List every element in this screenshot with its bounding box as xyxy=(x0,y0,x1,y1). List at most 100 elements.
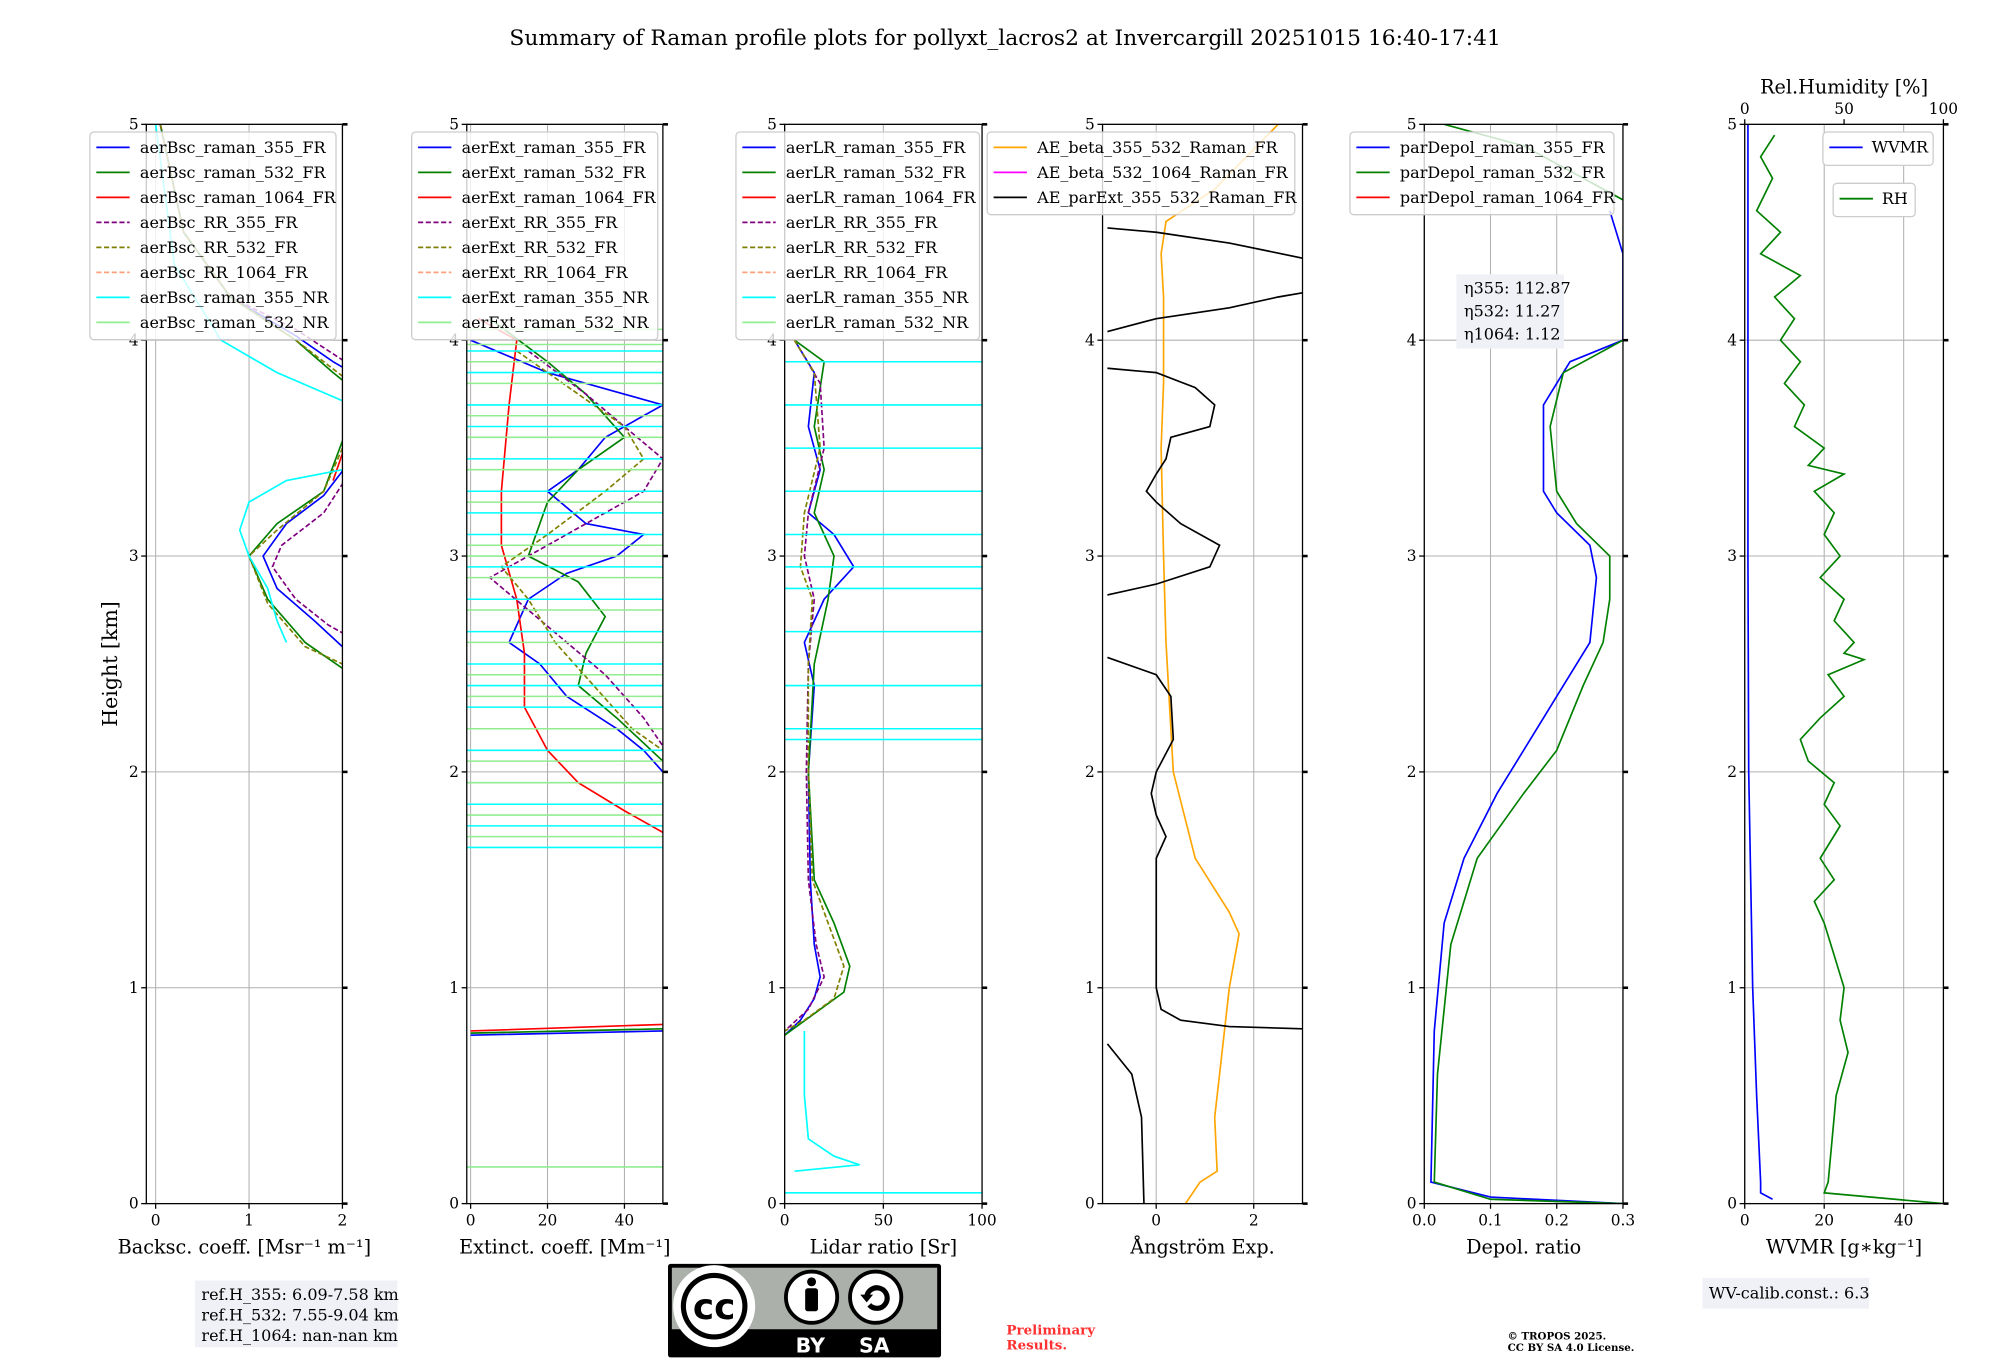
legend-box xyxy=(89,131,337,341)
series-group xyxy=(784,339,983,1194)
x-tick-label: 0.3 xyxy=(1611,1211,1635,1229)
axes-frame xyxy=(1101,123,1304,1205)
series-line-AE_parExt_355_532_Raman_FR xyxy=(1106,227,1303,1204)
cc-by-sa-license-logo: cc BY SA xyxy=(668,1263,942,1358)
y-tick-label: 1 xyxy=(1727,979,1737,997)
wv-calibration-box: WV-calib.const.: 6.3 xyxy=(1702,1277,1870,1309)
legend-label: AE_beta_532_1064_Raman_FR xyxy=(1036,163,1288,182)
series-line-RH xyxy=(1755,134,1944,1204)
y-tick-label: 0 xyxy=(1727,1195,1737,1213)
legend-label: aerExt_raman_532_NR xyxy=(462,313,650,332)
y-tick-label: 5 xyxy=(1085,115,1095,133)
y-tick-label: 1 xyxy=(767,979,777,997)
series-line-WVMR xyxy=(1747,124,1773,1200)
legend-box xyxy=(1349,131,1615,216)
legend-label: aerBsc_raman_532_NR xyxy=(140,313,330,332)
x-tick-label: 2 xyxy=(338,1211,348,1229)
y-tick-label: 0 xyxy=(767,1195,777,1213)
series-group xyxy=(1747,124,1944,1204)
x-tick-label: 0 xyxy=(466,1211,476,1229)
x-tick-label: 1 xyxy=(244,1211,254,1229)
legend-label: parDepol_raman_355_FR xyxy=(1400,138,1606,157)
x-tick-label: 0.1 xyxy=(1478,1211,1502,1229)
axes-frame xyxy=(1423,123,1624,1205)
legend-label: aerExt_raman_532_FR xyxy=(462,163,647,182)
y-tick-label: 4 xyxy=(1085,331,1095,349)
y-tick-label: 5 xyxy=(1727,115,1737,133)
legend-label: aerLR_raman_1064_FR xyxy=(786,188,977,207)
legend-box xyxy=(1822,131,1934,166)
eta-1064: η1064: 1.12 xyxy=(1464,325,1561,344)
legend-label: RH xyxy=(1882,189,1908,208)
legend-label: aerLR_RR_532_FR xyxy=(786,238,938,257)
y-tick-label: 1 xyxy=(1407,979,1417,997)
legend-label: parDepol_raman_532_FR xyxy=(1400,163,1606,182)
legend-box xyxy=(411,131,659,341)
series-line-aerExt_raman_355_FR xyxy=(470,339,663,1037)
profile-panels: 012012345Backsc. coeff. [Msr⁻¹ m⁻¹]aerBs… xyxy=(89,76,1958,1259)
y-tick-label: 0 xyxy=(1407,1195,1417,1213)
series-line-parDepol_raman_355_FR xyxy=(1430,210,1623,1204)
series-group xyxy=(1106,124,1303,1204)
eta-532: η532: 11.27 xyxy=(1464,302,1561,321)
legend-label: aerExt_raman_355_FR xyxy=(462,138,647,157)
series-group xyxy=(466,317,663,1168)
x-tick-label: 20 xyxy=(538,1211,558,1229)
y-tick-label: 1 xyxy=(1085,979,1095,997)
legend-label: aerLR_raman_355_FR xyxy=(786,138,966,157)
x-tick-label: 50 xyxy=(874,1211,894,1229)
y-tick-label: 5 xyxy=(129,115,139,133)
panel-2: 02040012345Extinct. coeff. [Mm⁻¹]aerExt_… xyxy=(411,115,671,1259)
copyright-line-2: CC BY SA 4.0 License. xyxy=(1508,1342,1635,1354)
panel-3: 050100012345Lidar ratio [Sr]aerLR_raman_… xyxy=(735,115,997,1259)
x-axis-label: Backsc. coeff. [Msr⁻¹ m⁻¹] xyxy=(118,1236,372,1259)
ref-height-355: ref.H_355: 6.09-7.58 km xyxy=(201,1285,398,1304)
legend-label: parDepol_raman_1064_FR xyxy=(1400,188,1616,207)
x-tick-label: 0.0 xyxy=(1412,1211,1436,1229)
legend-box xyxy=(735,131,981,341)
y-tick-label: 3 xyxy=(129,547,139,565)
top-x-tick-label: 0 xyxy=(1740,100,1750,118)
x-tick-label: 0 xyxy=(151,1211,161,1229)
panel-5: 0.0 0.1 0.2 0.3 0 1 2 3 4 5 Depol. ratio parDepol_r… xyxy=(1349,115,1635,1259)
x-tick-label: 2 xyxy=(1249,1211,1259,1229)
figure-title: Summary of Raman profile plots for polly… xyxy=(509,26,1500,51)
series-line-aerLR_RR_532_FR xyxy=(784,339,845,1032)
x-tick-label: 0 xyxy=(1151,1211,1161,1229)
series-line-aerExt_RR_355_FR xyxy=(488,350,663,747)
x-tick-label: 40 xyxy=(1894,1211,1914,1229)
y-axis-label: Height [km] xyxy=(98,601,122,727)
y-tick-label: 5 xyxy=(449,115,459,133)
axes-frame xyxy=(1744,123,1945,1205)
legend-label: aerLR_raman_532_FR xyxy=(786,163,966,182)
y-tick-label: 3 xyxy=(1085,547,1095,565)
y-tick-label: 2 xyxy=(1085,763,1095,781)
top-x-tick-label: 100 xyxy=(1929,100,1958,118)
top-x-tick-label: 50 xyxy=(1834,100,1854,118)
legend-label: WVMR xyxy=(1872,138,1929,157)
y-tick-label: 3 xyxy=(767,547,777,565)
y-tick-label: 0 xyxy=(1085,1195,1095,1213)
legend-label: aerExt_RR_355_FR xyxy=(462,213,619,232)
legend-label: AE_parExt_355_532_Raman_FR xyxy=(1036,188,1297,207)
legend-label: aerExt_RR_532_FR xyxy=(462,238,619,257)
legend-box xyxy=(986,131,1296,216)
person-icon xyxy=(784,1269,840,1325)
series-line-aerLR_raman_532_FR xyxy=(784,339,851,1036)
x-tick-label: 0 xyxy=(780,1211,790,1229)
y-tick-label: 4 xyxy=(1727,331,1737,349)
copyright-line-1: © TROPOS 2025. xyxy=(1508,1330,1607,1342)
legend-label: aerLR_RR_355_FR xyxy=(786,213,938,232)
y-tick-label: 3 xyxy=(449,547,459,565)
x-tick-label: 100 xyxy=(967,1211,996,1229)
series-line-AE_beta_355_532_Raman_FR xyxy=(1160,124,1279,1204)
top-x-axis-label: Rel.Humidity [%] xyxy=(1760,76,1928,99)
x-axis-label: Lidar ratio [Sr] xyxy=(810,1236,958,1259)
axes-frame xyxy=(145,123,344,1205)
x-tick-label: 40 xyxy=(615,1211,635,1229)
y-tick-label: 2 xyxy=(129,763,139,781)
x-axis-label: Extinct. coeff. [Mm⁻¹] xyxy=(459,1236,670,1259)
legend-label: AE_beta_355_532_Raman_FR xyxy=(1036,138,1278,157)
wv-calib-text: WV-calib.const.: 6.3 xyxy=(1709,1283,1870,1302)
